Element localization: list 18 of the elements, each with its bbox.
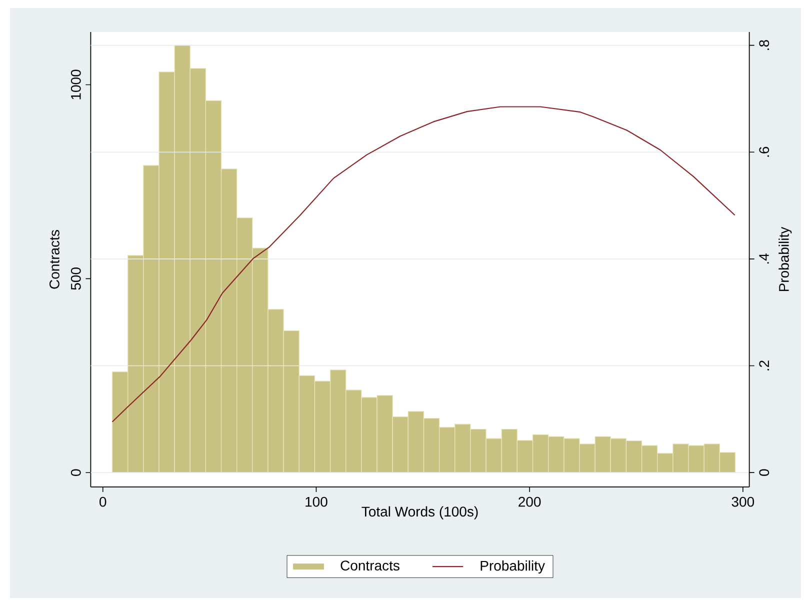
y-tick-label: 500: [70, 268, 81, 290]
x-axis-title: Total Words (100s): [362, 506, 478, 520]
legend-label: Probability: [480, 560, 545, 574]
y2-tick-label: .6: [759, 146, 770, 157]
y2-tick-label: 0: [759, 469, 770, 476]
y2-axis-title: Probability: [778, 226, 792, 292]
y-axis-title: Contracts: [49, 230, 60, 289]
line-series: [112, 106, 736, 422]
legend-label: Contracts: [340, 560, 400, 571]
y-tick-label: 1000: [70, 70, 81, 100]
x-tick-label: 200: [518, 496, 541, 507]
x-tick-label: 0: [100, 496, 106, 507]
y2-tick-label: .2: [759, 360, 769, 370]
x-tick-label: 300: [732, 496, 754, 507]
y2-tick-label: .4: [759, 254, 769, 264]
y2-tick-label: .8: [759, 40, 770, 50]
x-tick-label: 100: [306, 496, 328, 507]
y-tick-label: 0: [70, 469, 81, 476]
